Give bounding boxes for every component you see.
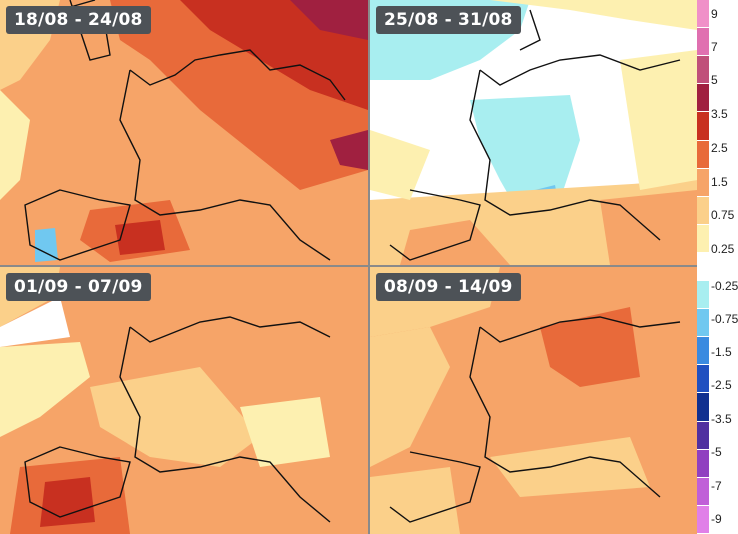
- panel-divider-vertical: [368, 0, 370, 534]
- week-label: 01/09 - 07/09: [6, 273, 151, 301]
- map-panel-4: 08/09 - 14/09: [370, 267, 697, 534]
- legend-swatch: [697, 421, 709, 450]
- legend-tick-label: -2.5: [711, 378, 732, 392]
- color-scale-legend: 9 7 5 3.5 2.5 1.5 0.75 0.25 -0.25 -0.75 -1.5 -2.5 -3…: [697, 0, 738, 534]
- legend-tick-label: 1.5: [711, 175, 728, 189]
- legend-swatch: [697, 168, 709, 197]
- legend-swatch: [697, 365, 709, 394]
- map-panel-3: 01/09 - 07/09: [0, 267, 368, 534]
- legend-tick-label: 7: [711, 40, 718, 54]
- legend-tick-label: -7: [711, 479, 722, 493]
- legend-tick-label: 0.25: [711, 242, 735, 256]
- legend-swatch: [697, 309, 709, 338]
- color-scale-bar: [697, 0, 709, 534]
- legend-swatch: [697, 0, 709, 29]
- legend-swatch: [697, 393, 709, 422]
- week-label: 08/09 - 14/09: [376, 273, 521, 301]
- legend-swatch: [697, 337, 709, 366]
- legend-tick-label: -0.25: [711, 279, 738, 293]
- legend-swatch: [697, 140, 709, 169]
- anomaly-map-4: [370, 267, 697, 534]
- anomaly-map-1: [0, 0, 368, 265]
- map-panel-1: 18/08 - 24/08: [0, 0, 368, 265]
- legend-tick-label: 3.5: [711, 107, 728, 121]
- legend-swatch: [697, 196, 709, 225]
- map-panel-2: 25/08 - 31/08: [370, 0, 697, 265]
- legend-swatch: [697, 224, 709, 253]
- legend-swatch: [697, 477, 709, 506]
- legend-tick-label: -0.75: [711, 312, 738, 326]
- week-label: 18/08 - 24/08: [6, 6, 151, 34]
- panel-divider-horizontal: [0, 265, 697, 267]
- legend-tick-label: -3.5: [711, 412, 732, 426]
- legend-swatch: [697, 28, 709, 57]
- legend-tick-label: -1.5: [711, 345, 732, 359]
- legend-swatch: [697, 449, 709, 478]
- legend-tick-label: 5: [711, 73, 718, 87]
- legend-tick-label: 2.5: [711, 141, 728, 155]
- anomaly-map-2: [370, 0, 697, 265]
- legend-tick-label: -9: [711, 512, 722, 526]
- legend-swatch: [697, 84, 709, 113]
- legend-swatch: [697, 112, 709, 141]
- legend-tick-label: 9: [711, 7, 718, 21]
- week-label: 25/08 - 31/08: [376, 6, 521, 34]
- legend-tick-label: 0.75: [711, 208, 735, 222]
- legend-swatch: [697, 505, 709, 534]
- legend-swatch: [697, 56, 709, 85]
- legend-tick-label: -5: [711, 445, 722, 459]
- legend-swatch: [697, 252, 709, 282]
- legend-swatch: [697, 281, 709, 310]
- anomaly-map-3: [0, 267, 368, 534]
